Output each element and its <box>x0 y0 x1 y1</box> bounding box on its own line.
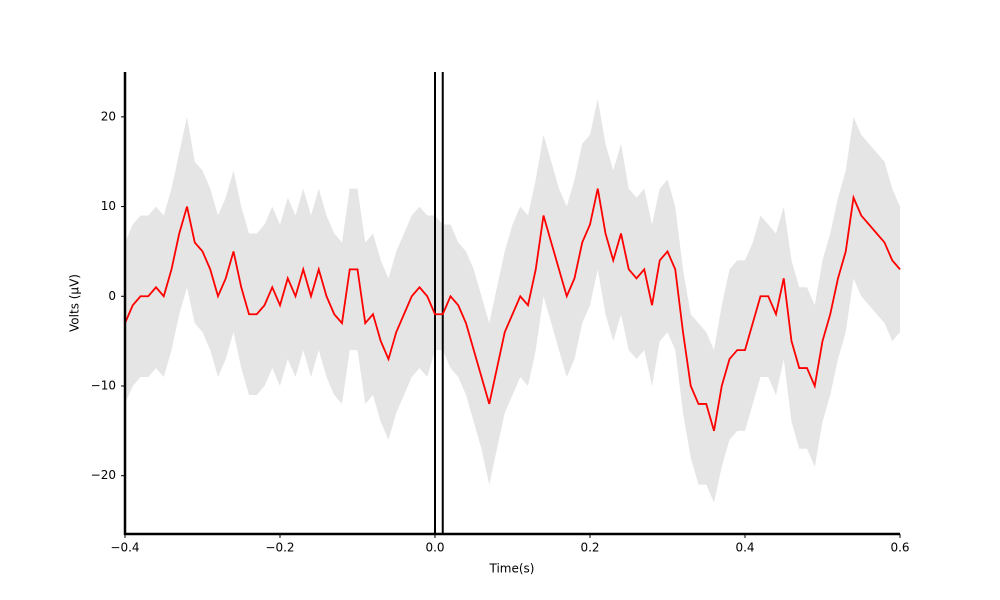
y-tick-label: 0 <box>108 289 116 303</box>
y-tick-label: −10 <box>91 378 116 392</box>
x-tick-label: 0.6 <box>890 541 909 555</box>
x-axis-label: Time(s) <box>489 562 535 576</box>
x-tick-label: −0.4 <box>110 541 139 555</box>
mean-line <box>124 188 901 432</box>
x-tick-label: −0.2 <box>265 541 294 555</box>
error-band <box>125 98 900 503</box>
y-tick-label: −20 <box>91 468 116 482</box>
y-tick-label: 20 <box>101 109 116 123</box>
x-tick-label: 0.4 <box>735 541 754 555</box>
x-tick-label: 0.0 <box>425 541 444 555</box>
x-tick-label: 0.2 <box>580 541 599 555</box>
y-tick-label: 10 <box>101 199 116 213</box>
y-axis-label: Volts (μV) <box>68 274 82 332</box>
